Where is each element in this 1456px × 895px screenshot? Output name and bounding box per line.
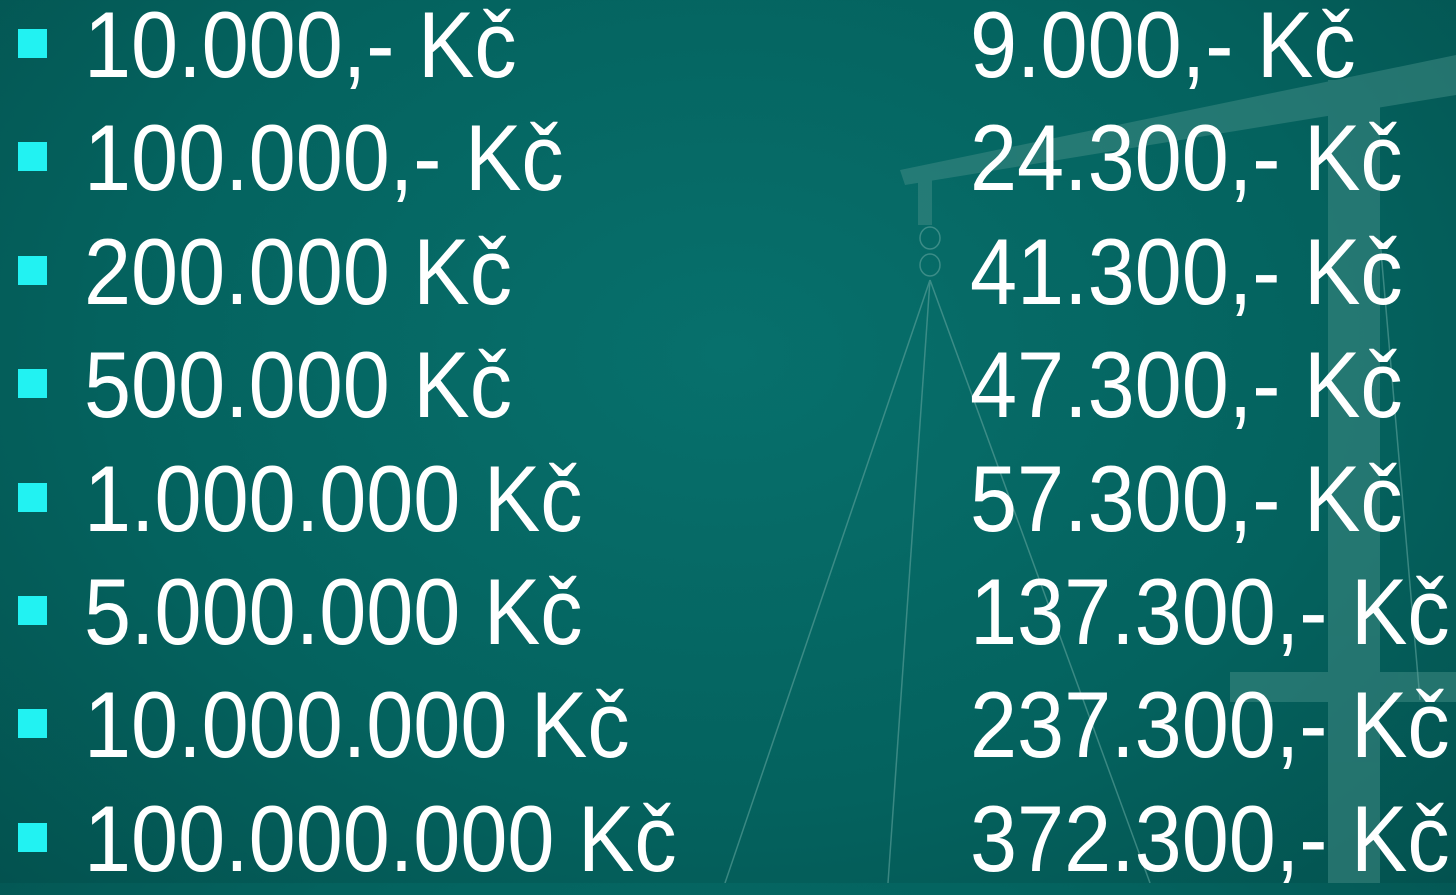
amount: 500.000 Kč [84,328,512,441]
amount: 100.000,- Kč [84,101,564,214]
bullet [18,142,47,171]
bullet [18,483,47,512]
list-row: 10.000.000 Kč 237.300,- Kč [0,668,1456,781]
fee: 9.000,- Kč [970,0,1356,101]
amount: 1.000.000 Kč [84,442,583,555]
list-row: 100.000,- Kč 24.300,- Kč [0,101,1456,214]
bullet [18,596,47,625]
amount: 10.000,- Kč [84,0,517,101]
list-row: 500.000 Kč 47.300,- Kč [0,328,1456,441]
fee: 41.300,- Kč [970,215,1403,328]
amount: 200.000 Kč [84,215,512,328]
fee: 47.300,- Kč [970,328,1403,441]
slide: 10.000,- Kč 9.000,- Kč 100.000,- Kč 24.300,… [0,0,1456,883]
fee: 137.300,- Kč [970,555,1450,668]
bullet [18,823,47,852]
bullet [18,29,47,58]
amount: 10.000.000 Kč [84,668,630,781]
amount: 5.000.000 Kč [84,555,583,668]
fee: 372.300,- Kč [970,782,1450,895]
fee: 57.300,- Kč [970,442,1403,555]
amount: 100.000.000 Kč [84,782,677,895]
fee: 24.300,- Kč [970,101,1403,214]
list-row: 200.000 Kč 41.300,- Kč [0,215,1456,328]
bullet [18,709,47,738]
list-row: 5.000.000 Kč 137.300,- Kč [0,555,1456,668]
bullet [18,256,47,285]
list-row: 100.000.000 Kč 372.300,- Kč [0,782,1456,895]
list-row: 10.000,- Kč 9.000,- Kč [0,0,1456,101]
fee: 237.300,- Kč [970,668,1450,781]
bullet [18,369,47,398]
list-row: 1.000.000 Kč 57.300,- Kč [0,442,1456,555]
